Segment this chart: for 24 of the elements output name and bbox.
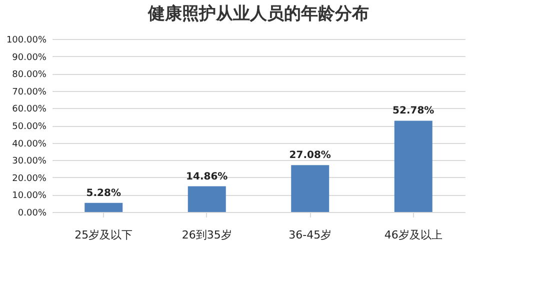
bar xyxy=(394,120,432,212)
data-label: 27.08% xyxy=(289,150,331,162)
y-tick-label: 0.00% xyxy=(18,208,47,218)
bar xyxy=(84,202,123,212)
bar xyxy=(188,186,226,212)
y-tick-label: 100.00% xyxy=(6,36,47,46)
bar xyxy=(291,165,330,212)
x-tick-label: 25岁及以下 xyxy=(74,228,133,242)
y-tick-label: 30.00% xyxy=(12,156,47,167)
data-label: 52.78% xyxy=(392,106,434,117)
x-tick-label: 26到35岁 xyxy=(182,228,232,242)
x-tick-label: 46岁及以上 xyxy=(384,228,442,242)
y-tick-label: 50.00% xyxy=(12,122,47,132)
y-tick-label: 80.00% xyxy=(12,70,47,80)
y-tick-label: 70.00% xyxy=(12,87,47,98)
data-label: 14.86% xyxy=(186,171,228,182)
y-tick-label: 60.00% xyxy=(12,104,47,115)
y-tick-label: 40.00% xyxy=(12,139,47,150)
y-tick-label: 90.00% xyxy=(12,52,47,63)
y-tick-label: 20.00% xyxy=(12,174,47,184)
data-label: 5.28% xyxy=(86,188,121,199)
x-tick-label: 36-45岁 xyxy=(288,228,332,242)
chart-title: 健康照护从业人员的年龄分布 xyxy=(147,4,369,24)
y-tick-label: 10.00% xyxy=(12,191,47,202)
